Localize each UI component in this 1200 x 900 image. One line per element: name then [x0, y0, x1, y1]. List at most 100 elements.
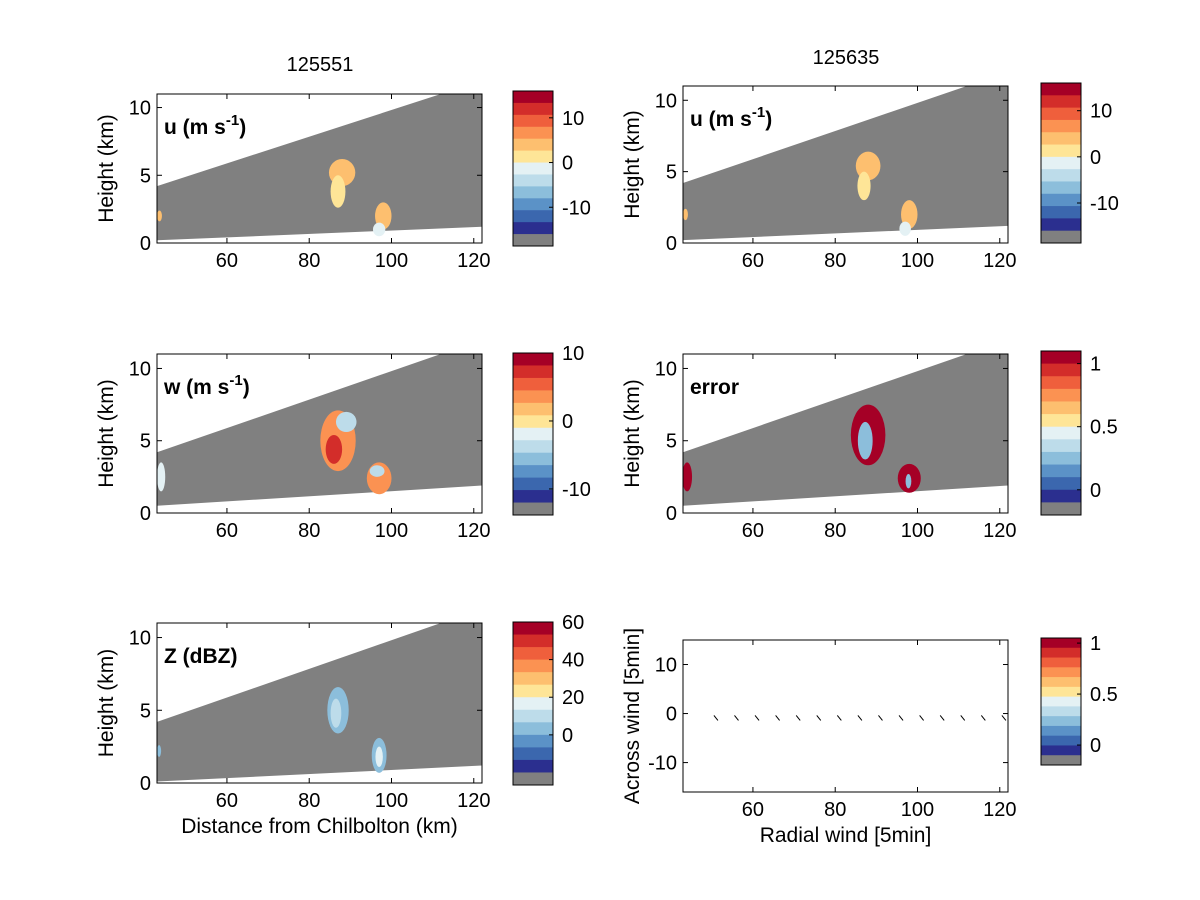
- colorbar-tick-label-1: 0: [562, 411, 573, 433]
- colorbar-cell-4: [1041, 401, 1081, 415]
- panel-label-close: ): [239, 116, 246, 139]
- colorbar-tick-label-1: 0.5: [1090, 417, 1118, 439]
- wind-vector-6: [836, 715, 842, 721]
- y-axis-label: Height (km): [621, 110, 644, 219]
- scan-wedge: [683, 354, 1008, 506]
- colorbar-cell-0: [513, 91, 553, 104]
- colorbar-cell-5: [1041, 144, 1081, 158]
- colorbar-cell-1: [513, 634, 553, 648]
- colorbar-cell-7: [513, 174, 553, 187]
- colorbar-cell-7: [1041, 169, 1081, 182]
- colorbar-cell-8: [1041, 716, 1081, 727]
- y-tick-label-2: 10: [129, 628, 151, 650]
- colorbar-cell-1: [513, 365, 553, 379]
- x-tick-label-3: 120: [457, 520, 490, 542]
- panel-label: Z (dBZ): [164, 645, 237, 668]
- x-tick-label-2: 100: [901, 520, 934, 542]
- x-tick-label-3: 120: [983, 799, 1016, 821]
- x-tick-label-1: 80: [298, 790, 320, 812]
- colorbar-cell-5: [513, 150, 553, 164]
- panel-label-close: ): [765, 108, 772, 131]
- colorbar-cell-7: [513, 440, 553, 454]
- time-title: 125635: [813, 47, 880, 69]
- colorbar-cell-2: [513, 114, 553, 128]
- colorbar-cell-5: [513, 415, 553, 429]
- colorbar-cell-9: [1041, 725, 1081, 737]
- scan-wedge: [157, 354, 482, 506]
- colorbar-frame: [1040, 350, 1082, 516]
- x-tick-label-3: 120: [983, 250, 1016, 272]
- panel-label-main: w (m s: [163, 376, 229, 399]
- panel-label-main: error: [690, 376, 739, 399]
- colorbar-tick-label-0: 10: [562, 108, 584, 130]
- panel-error: 60 80 100 120 0 5 10 Height (km) error 1 0.5 0: [621, 350, 1118, 542]
- panel-label-main: Z (dBZ): [164, 645, 237, 668]
- colorbar-cell-9: [513, 465, 553, 479]
- y-tick-label-1: 5: [140, 431, 151, 453]
- colorbar-cell-3: [1041, 119, 1081, 133]
- colorbar-cell-9: [1041, 464, 1081, 478]
- colorbar-tick-label-0: 1: [1090, 354, 1101, 376]
- x-tick-label-0: 60: [216, 250, 238, 272]
- colorbar-cell-9: [513, 198, 553, 211]
- colorbar-cell-11: [513, 759, 553, 773]
- panel-label: error: [690, 376, 739, 399]
- panel-label-exponent: -1: [752, 104, 765, 121]
- wind-vector-9: [898, 715, 904, 721]
- colorbar-frame: [512, 90, 554, 247]
- colorbar-cell-6: [513, 427, 553, 441]
- scan-wedge: [157, 623, 482, 782]
- colorbar-cell-11: [1041, 745, 1081, 756]
- panel-label-main: u (m s: [690, 108, 752, 131]
- axes-frame: [682, 353, 1009, 514]
- colorbar-tick-label-0: 10: [562, 343, 584, 365]
- panel-label: u (m s-1): [690, 104, 772, 131]
- echo-feature-5: [157, 462, 166, 492]
- echo-feature-3: [905, 473, 912, 489]
- colorbar-cell-6: [1041, 696, 1081, 707]
- colorbar-cell-0: [1041, 638, 1081, 649]
- colorbar-tick-label-2: 0: [1090, 480, 1101, 502]
- colorbar-cell-10: [1041, 735, 1081, 746]
- y-tick-label-0: 0: [140, 773, 151, 795]
- colorbar-tick-label-1: 0.5: [1090, 684, 1118, 706]
- plot-area: [683, 354, 1008, 506]
- colorbar-cell-2: [1041, 107, 1081, 121]
- panel-label-exponent: -1: [229, 372, 242, 389]
- colorbar-tick-label-2: -10: [562, 197, 591, 219]
- plot-area: [157, 354, 482, 506]
- x-tick-label-1: 80: [824, 250, 846, 272]
- y-tick-label-1: 0: [666, 704, 677, 726]
- colorbar-tick-label-1: 0: [1090, 147, 1101, 169]
- scan-wedge: [157, 94, 482, 241]
- y-tick-label-0: 0: [666, 233, 677, 255]
- plot-area: [713, 715, 1007, 721]
- colorbar-cell-0: [1041, 83, 1081, 96]
- y-tick-label-2: 10: [129, 358, 151, 380]
- scan-wedge: [683, 86, 1008, 241]
- colorbar-cell-0: [513, 353, 553, 366]
- colorbar-cell-12: [513, 234, 553, 247]
- colorbar-cell-8: [513, 186, 553, 199]
- y-tick-label-1: 5: [666, 162, 677, 184]
- colorbar-cell-12: [1041, 230, 1081, 244]
- wind-vector-8: [878, 715, 883, 721]
- x-tick-label-1: 80: [298, 250, 320, 272]
- colorbar-cell-11: [1041, 218, 1081, 232]
- colorbar-tick-label-1: 40: [562, 650, 584, 672]
- colorbar-cell-6: [513, 697, 553, 711]
- colorbar-cell-1: [513, 102, 553, 116]
- x-tick-label-2: 100: [375, 250, 408, 272]
- echo-feature-1: [857, 421, 873, 460]
- axes-frame: [156, 622, 483, 784]
- colorbar-tick-label-0: 1: [1090, 633, 1101, 655]
- axes-frame: [682, 85, 1009, 244]
- echo-feature-3: [899, 221, 911, 236]
- echo-feature-1: [330, 175, 346, 208]
- x-tick-label-2: 100: [375, 790, 408, 812]
- x-tick-label-0: 60: [216, 790, 238, 812]
- colorbar-cell-12: [513, 502, 553, 516]
